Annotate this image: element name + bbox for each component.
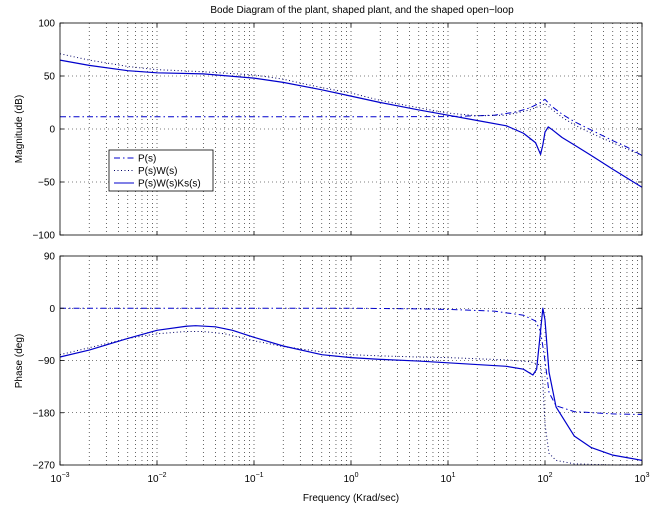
magnitude-y-axis-label: Magnitude (dB) bbox=[14, 95, 25, 163]
series-line-p-s- bbox=[60, 98, 643, 156]
legend-entry-label: P(s) bbox=[138, 154, 156, 165]
y-tick-label: 100 bbox=[38, 19, 55, 30]
x-tick-label: 10−2 bbox=[147, 472, 166, 485]
legend-entry-label: P(s)W(s) bbox=[138, 166, 177, 177]
x-tick-label: 103 bbox=[634, 472, 649, 485]
x-tick-label: 10−3 bbox=[50, 472, 69, 485]
y-tick-label: −100 bbox=[32, 231, 55, 242]
legend-entry-label: P(s)W(s)Ks(s) bbox=[138, 179, 201, 190]
y-tick-label: 90 bbox=[44, 252, 56, 263]
magnitude-grid bbox=[60, 23, 642, 235]
y-tick-label: 0 bbox=[49, 125, 55, 136]
y-tick-label: −270 bbox=[32, 461, 55, 472]
y-tick-label: 50 bbox=[44, 72, 56, 83]
phase-y-axis-label: Phase (deg) bbox=[14, 334, 25, 388]
phase-y-ticks: 90 0 −90 −180 −270 bbox=[32, 252, 643, 472]
series-line-p-s- bbox=[60, 307, 643, 415]
x-tick-labels: 10−3 10−2 10−1 100 101 102 103 bbox=[50, 472, 649, 485]
x-tick-label: 101 bbox=[440, 472, 455, 485]
x-tick-label: 102 bbox=[537, 472, 552, 485]
series-line-p-s-w-s-ks-s- bbox=[59, 59, 643, 188]
y-tick-label: −50 bbox=[38, 178, 55, 189]
legend-box bbox=[108, 149, 214, 192]
x-tick-label: 10−1 bbox=[244, 472, 263, 485]
magnitude-y-ticks: 100 50 0 −50 −100 bbox=[32, 19, 643, 242]
y-tick-label: 0 bbox=[49, 304, 55, 315]
legend: P(s)P(s)W(s) P(s)W(s)Ks(s) bbox=[108, 149, 214, 192]
chart-title: Bode Diagram of the plant, shaped plant,… bbox=[210, 5, 514, 16]
y-tick-label: −180 bbox=[32, 408, 55, 419]
series-line-p-s-w-s-ks-s- bbox=[59, 307, 643, 461]
y-tick-label: −90 bbox=[38, 356, 55, 367]
magnitude-series bbox=[59, 53, 643, 188]
x-axis-label: Frequency (Krad/sec) bbox=[303, 493, 399, 504]
phase-series bbox=[59, 307, 643, 466]
series-line-p-s-w-s- bbox=[59, 330, 642, 466]
x-tick-label: 100 bbox=[343, 472, 358, 485]
